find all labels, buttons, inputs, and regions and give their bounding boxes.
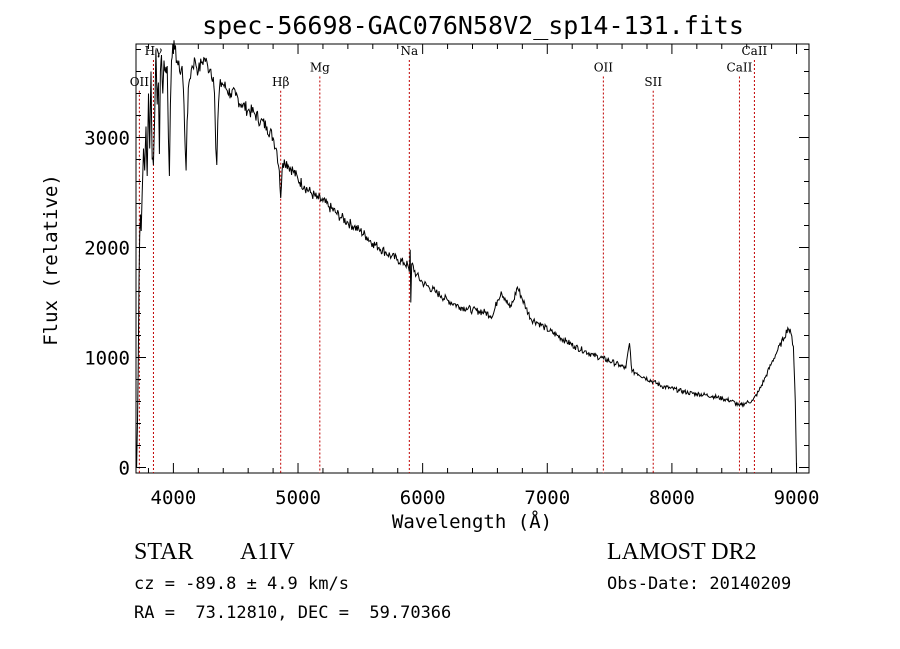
spectral-line-label: CaII [727, 61, 753, 75]
y-tick-label: 2000 [84, 238, 130, 260]
spectral-subclass: A1IV [240, 539, 295, 565]
spectral-line-label: Hβ [272, 75, 289, 89]
chart-title: spec-56698-GAC076N58V2_sp14-131.fits [202, 11, 744, 40]
y-tick-label: 1000 [84, 348, 130, 370]
redshift-value: cz = -89.8 ± 4.9 km/s [134, 574, 349, 594]
coordinates: RA = 73.12810, DEC = 59.70366 [134, 603, 452, 623]
x-axis-label: Wavelength (Å) [392, 510, 552, 533]
x-tick-label: 8000 [649, 487, 695, 509]
x-tick-label: 5000 [275, 487, 321, 509]
x-tick-label: 4000 [151, 487, 197, 509]
x-tick-label: 6000 [400, 487, 446, 509]
plot-frame [135, 43, 810, 474]
x-tick-label: 9000 [774, 487, 820, 509]
spectrum-line [136, 40, 797, 468]
spectral-line-markers: OII Hγ Hβ Mg Na OII SII CaII CaII [130, 44, 768, 473]
observation-date: Obs-Date: 20140209 [607, 574, 792, 594]
y-tick-label: 3000 [84, 128, 130, 150]
survey-name: LAMOST DR2 [607, 539, 757, 565]
y-tick-label: 0 [119, 458, 130, 480]
x-tick-label: 7000 [524, 487, 570, 509]
spectral-line-label: OII [130, 75, 150, 89]
spectral-line-label: SII [644, 75, 662, 89]
spectral-line-label: CaII [741, 44, 767, 58]
spectral-line-label: Mg [310, 61, 330, 75]
spectral-line-label: OII [594, 61, 614, 75]
axis-ticks: 4000 5000 6000 7000 8000 9000 0 1000 2000 3000 [84, 44, 819, 509]
spectral-line-label: Na [400, 44, 418, 58]
spectral-line-label: Hγ [145, 44, 163, 58]
object-class: STAR [134, 539, 194, 565]
y-axis-label: Flux (relative) [40, 174, 62, 346]
